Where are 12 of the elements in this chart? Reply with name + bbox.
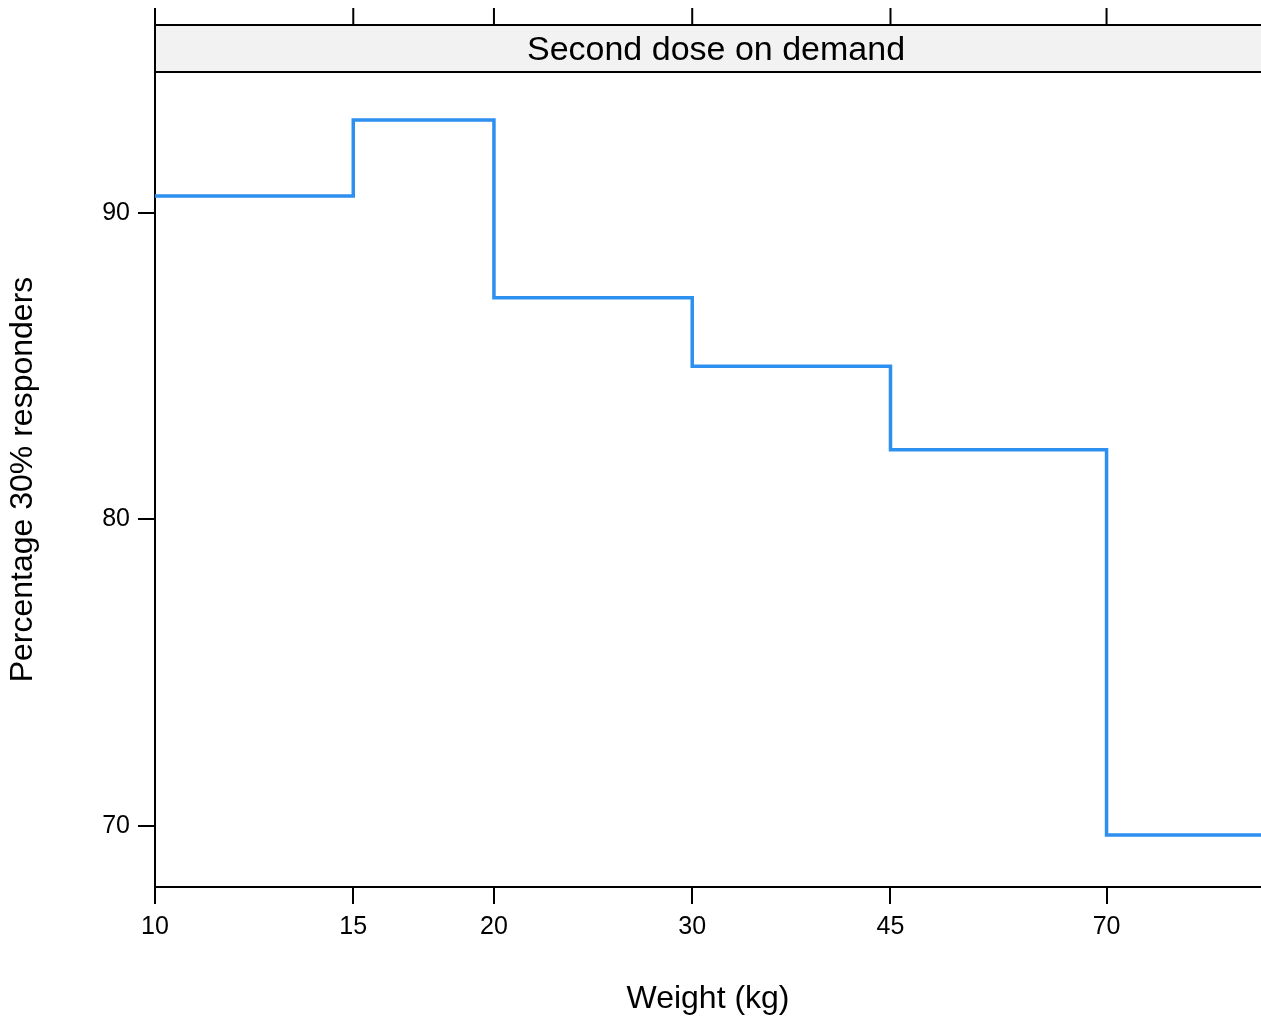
x-tick-label: 70	[1092, 910, 1121, 939]
chart-title: Second dose on demand	[526, 28, 906, 67]
y-axis-title: Percentage 30% responders	[3, 276, 40, 683]
x-axis-title: Weight (kg)	[626, 978, 790, 1015]
x-tick-label: 45	[876, 910, 905, 939]
y-tick-label: 80	[102, 503, 130, 532]
x-tick-label: 15	[339, 910, 368, 939]
y-tick-label: 70	[102, 809, 130, 838]
x-tick-label: 20	[480, 910, 508, 939]
y-tick-label: 90	[102, 196, 130, 225]
x-tick-label: 30	[678, 910, 707, 939]
x-tick-label: 10	[141, 910, 169, 939]
